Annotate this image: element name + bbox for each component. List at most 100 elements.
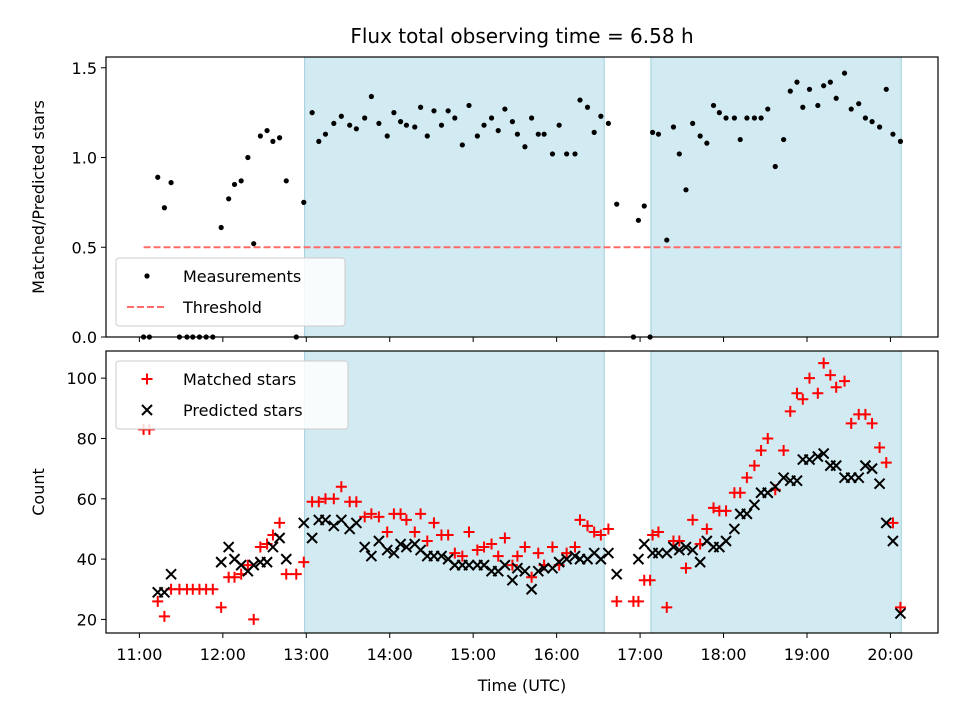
- data-point: [358, 541, 371, 553]
- data-point: [298, 556, 310, 568]
- data-point: [338, 113, 344, 119]
- data-point: [463, 526, 475, 538]
- data-point: [683, 187, 689, 193]
- data-point: [376, 120, 382, 127]
- x-tick-label: 20:00: [867, 645, 913, 664]
- data-point: [319, 514, 332, 526]
- data-point: [248, 613, 260, 625]
- data-point: [588, 526, 600, 538]
- data-point: [841, 70, 848, 76]
- data-point: [532, 565, 544, 577]
- matched-stars-series: [138, 357, 906, 625]
- data-point: [381, 544, 393, 556]
- data-point: [670, 124, 677, 130]
- data-point: [827, 79, 833, 85]
- data-point: [388, 547, 400, 559]
- data-point: [720, 535, 732, 547]
- data-point: [595, 553, 607, 565]
- legend-marker: [144, 273, 150, 279]
- legend-marker: [141, 404, 153, 416]
- data-point: [644, 574, 656, 586]
- data-point: [541, 131, 547, 137]
- data-point: [409, 526, 421, 538]
- data-point: [350, 496, 362, 508]
- data-point: [686, 544, 699, 556]
- data-point: [384, 133, 390, 139]
- data-point: [486, 538, 498, 550]
- data-point: [710, 102, 717, 109]
- data-point: [474, 133, 480, 139]
- data-point: [803, 453, 816, 466]
- data-point: [577, 97, 583, 103]
- data-point: [335, 481, 347, 493]
- data-point: [694, 556, 706, 568]
- data-point: [887, 517, 899, 529]
- data-point: [245, 154, 251, 161]
- data-point: [471, 544, 483, 556]
- data-point: [595, 529, 607, 541]
- data-point: [859, 408, 871, 420]
- data-point: [762, 487, 774, 499]
- data-point: [734, 487, 746, 499]
- data-point: [509, 119, 516, 125]
- y-tick-label: 1.0: [72, 149, 97, 168]
- data-point: [511, 550, 523, 562]
- data-point: [522, 144, 528, 150]
- axes-frame: [105, 350, 939, 634]
- data-point: [152, 595, 164, 607]
- y-tick-label: 80: [77, 429, 97, 448]
- data-point: [207, 583, 219, 595]
- data-point: [353, 126, 359, 132]
- y-tick-label: 100: [66, 369, 97, 388]
- data-point: [403, 122, 410, 128]
- data-point: [538, 562, 550, 574]
- data-point: [806, 86, 813, 92]
- data-point: [306, 532, 318, 544]
- data-point: [251, 241, 257, 247]
- data-point: [839, 375, 851, 387]
- x-tick-label: 12:00: [200, 645, 246, 664]
- legend-marker: [141, 373, 153, 385]
- data-point: [772, 163, 778, 170]
- legend-box: [115, 360, 349, 430]
- data-point: [290, 568, 302, 580]
- data-point: [894, 607, 907, 620]
- data-point: [532, 547, 544, 559]
- data-point: [506, 574, 519, 586]
- data-point: [652, 526, 664, 538]
- legend-box: [115, 257, 346, 327]
- x-tick-label: 15:00: [450, 645, 496, 664]
- data-point: [708, 502, 720, 514]
- data-point: [335, 514, 348, 526]
- data-point: [673, 535, 685, 547]
- data-point: [535, 131, 541, 137]
- data-point: [748, 499, 761, 511]
- data-point: [222, 541, 235, 553]
- data-point: [574, 514, 586, 526]
- data-point: [720, 505, 732, 517]
- x-tick-label: 13:00: [283, 645, 329, 664]
- data-point: [856, 101, 862, 107]
- data-point: [883, 86, 889, 92]
- data-point: [435, 550, 448, 562]
- data-point: [830, 459, 842, 472]
- y-tick-label: 0.5: [72, 238, 97, 257]
- data-point: [812, 387, 824, 399]
- x-tick-label: 14:00: [367, 645, 413, 664]
- x-axis-label: Time (UTC): [477, 676, 566, 695]
- data-point: [591, 129, 597, 135]
- data-point: [280, 568, 292, 580]
- data-point: [880, 457, 892, 469]
- data-point: [815, 102, 821, 109]
- observing-interval: [304, 56, 605, 338]
- data-point: [264, 127, 270, 134]
- data-point: [887, 535, 899, 547]
- data-point: [359, 511, 371, 523]
- data-point: [731, 115, 737, 121]
- data-point: [680, 541, 692, 553]
- data-point: [584, 104, 591, 110]
- data-point: [242, 559, 254, 571]
- data-point: [488, 115, 495, 121]
- y-tick-label: 0.0: [72, 328, 97, 347]
- data-point: [298, 517, 310, 529]
